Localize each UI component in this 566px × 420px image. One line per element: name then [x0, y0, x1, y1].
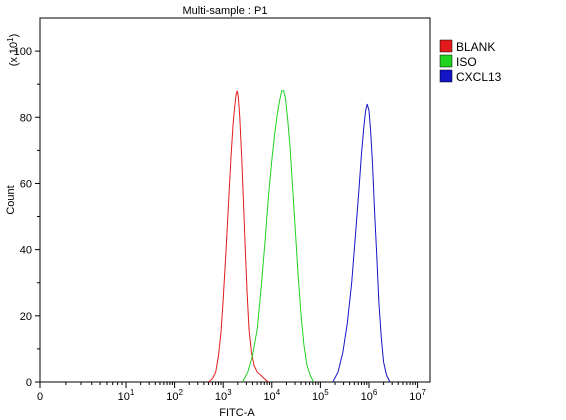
x-tick-label: 104	[263, 388, 280, 403]
y-axis-label: Count	[5, 185, 17, 214]
y-axis: 0 20 40 60 80 100	[14, 46, 40, 389]
legend-swatch-blank	[439, 39, 453, 53]
x-axis-label: FITC-A	[219, 407, 255, 419]
x-tick-label: 101	[118, 388, 135, 403]
series-line-iso	[242, 90, 314, 383]
y-tick-label: 100	[14, 46, 32, 58]
x-tick-label: 0	[37, 391, 43, 403]
plot-frame	[39, 17, 431, 383]
y-tick-label: 0	[26, 377, 32, 389]
legend-swatch-iso	[439, 54, 453, 68]
chart-title: Multi-sample : P1	[183, 5, 268, 17]
y-tick-label: 80	[20, 112, 32, 124]
legend-label-iso: ISO	[456, 55, 477, 69]
y-tick-label: 60	[20, 178, 32, 190]
legend-label-blank: BLANK	[456, 40, 495, 54]
x-tick-label: 103	[215, 388, 232, 403]
series-line-blank	[208, 90, 269, 383]
legend-label-cxcl13: CXCL13	[456, 70, 502, 84]
y-tick-label: 20	[20, 311, 32, 323]
y-multiplier-base: (x 10	[8, 42, 20, 66]
y-multiplier-exponent: 1	[6, 37, 15, 42]
series-line-cxcl13	[332, 103, 391, 383]
y-tick-label: 40	[20, 245, 32, 257]
y-axis-multiplier: (x 101)	[6, 34, 20, 67]
x-tick-label: 105	[312, 388, 329, 403]
legend-swatch-cxcl13	[439, 69, 453, 83]
x-tick-label: 106	[361, 388, 378, 403]
x-tick-label: 107	[409, 388, 426, 403]
x-tick-label: 102	[166, 388, 183, 403]
x-axis: 0 101 102 103 104 105 106 107	[37, 382, 426, 403]
series-lines	[208, 90, 391, 383]
